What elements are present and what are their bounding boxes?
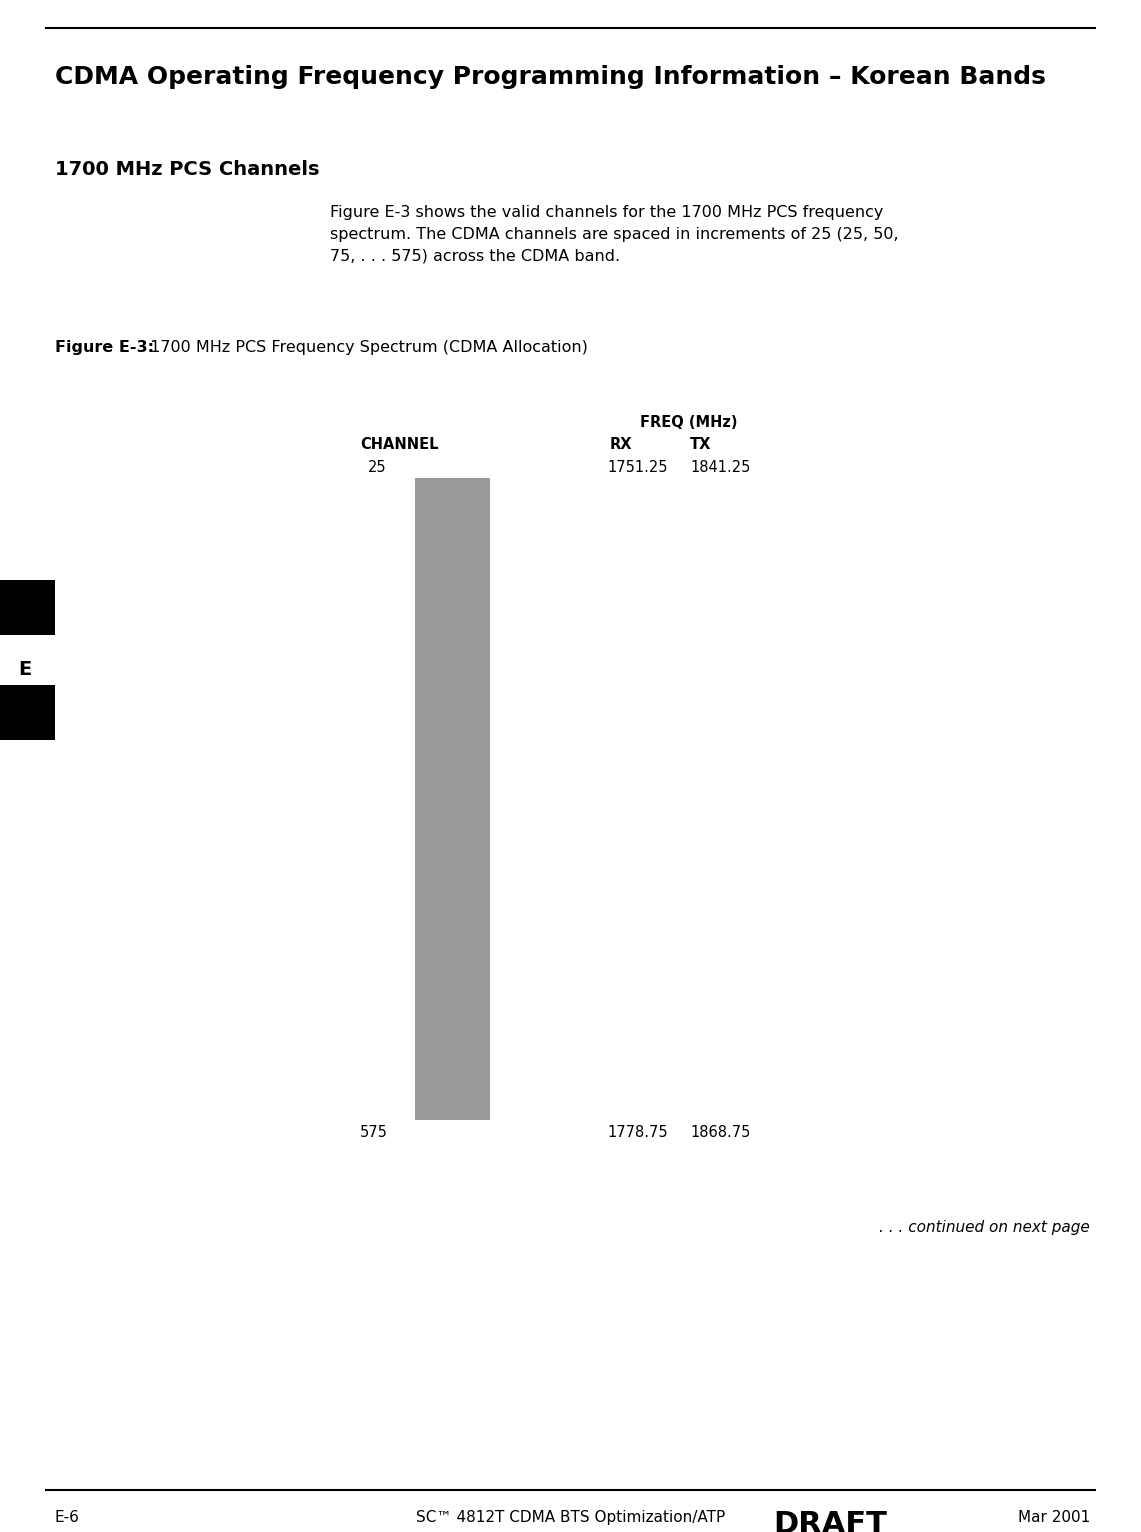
Bar — [0, 581, 55, 634]
Text: 575: 575 — [361, 1124, 388, 1140]
Text: Figure E-3 shows the valid channels for the 1700 MHz PCS frequency
spectrum. The: Figure E-3 shows the valid channels for … — [330, 205, 899, 264]
Text: E-6: E-6 — [55, 1511, 80, 1524]
Text: SC™ 4812T CDMA BTS Optimization/ATP: SC™ 4812T CDMA BTS Optimization/ATP — [416, 1511, 726, 1524]
Text: 1700 MHz PCS Frequency Spectrum (CDMA Allocation): 1700 MHz PCS Frequency Spectrum (CDMA Al… — [145, 340, 588, 355]
Bar — [415, 478, 489, 1120]
Text: 1778.75: 1778.75 — [607, 1124, 667, 1140]
Text: 1868.75: 1868.75 — [690, 1124, 751, 1140]
Text: DRAFT: DRAFT — [774, 1511, 887, 1532]
Text: RX: RX — [610, 437, 632, 452]
Text: . . . continued on next page: . . . continued on next page — [880, 1219, 1090, 1235]
Text: Mar 2001: Mar 2001 — [1018, 1511, 1090, 1524]
Text: 1751.25: 1751.25 — [607, 460, 667, 475]
Text: CDMA Operating Frequency Programming Information – Korean Bands: CDMA Operating Frequency Programming Inf… — [55, 64, 1046, 89]
Text: E: E — [18, 660, 31, 679]
Text: TX: TX — [690, 437, 711, 452]
Text: 1700 MHz PCS Channels: 1700 MHz PCS Channels — [55, 159, 319, 179]
Bar — [0, 685, 55, 740]
Text: CHANNEL: CHANNEL — [361, 437, 438, 452]
Text: 25: 25 — [369, 460, 387, 475]
Text: 1841.25: 1841.25 — [690, 460, 751, 475]
Text: Figure E-3:: Figure E-3: — [55, 340, 154, 355]
Text: FREQ (MHz): FREQ (MHz) — [640, 415, 737, 430]
